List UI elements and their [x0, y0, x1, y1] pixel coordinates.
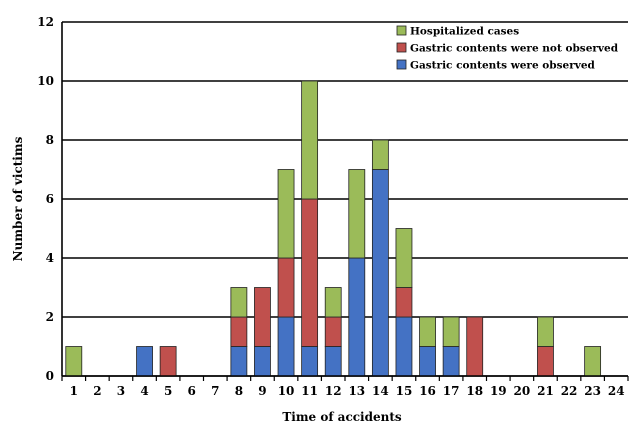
bar-segment — [324, 287, 342, 318]
x-tick-label: 3 — [117, 384, 125, 398]
x-tick-label: 1 — [70, 384, 78, 398]
bar-segment — [419, 316, 436, 347]
bar-segment — [348, 169, 366, 259]
bar-segment — [324, 346, 342, 377]
bar-segment — [301, 346, 319, 377]
bar-segment — [395, 228, 413, 288]
bar-segment — [254, 346, 271, 377]
bar-segment — [419, 346, 436, 377]
x-tick-label: 9 — [258, 384, 266, 398]
x-axis-label: Time of accidents — [282, 410, 402, 424]
legend-swatch — [396, 59, 407, 70]
bars — [65, 80, 602, 377]
x-tick-label: 10 — [278, 384, 295, 398]
bar-segment — [277, 169, 295, 259]
x-tick-label: 12 — [325, 384, 342, 398]
grid-lines — [62, 21, 628, 377]
legend-label: Gastric contents were not observed — [410, 43, 619, 55]
legend-swatch — [396, 25, 407, 36]
y-tick-label: 10 — [37, 74, 54, 88]
bar-segment — [537, 316, 554, 347]
bar-segment — [230, 346, 248, 377]
x-tick-label: 22 — [561, 384, 578, 398]
y-tick-label: 4 — [46, 251, 54, 265]
legend-label: Gastric contents were observed — [410, 60, 596, 72]
bar-segment — [442, 316, 460, 347]
legend-swatch — [396, 42, 407, 53]
legend: Hospitalized cases Gastric contents were … — [396, 25, 619, 72]
bar-segment — [371, 139, 389, 170]
x-tick-label: 17 — [443, 384, 460, 398]
x-tick-label: 21 — [537, 384, 554, 398]
bar-segment — [230, 316, 248, 347]
axes — [61, 22, 629, 381]
x-tick-label: 6 — [188, 384, 196, 398]
x-tick-label: 5 — [164, 384, 172, 398]
x-tick-label: 14 — [372, 384, 389, 398]
y-tick-label: 12 — [37, 15, 54, 29]
x-tick-labels: 1 2 3 4 5 6 7 8 9 10 11 12 13 14 15 16 17 18 19 20 21 22 23 24 — [70, 384, 625, 398]
x-tick-label: 18 — [466, 384, 483, 398]
y-tick-label: 2 — [46, 310, 54, 324]
x-tick-label: 13 — [348, 384, 365, 398]
bar-segment — [254, 287, 271, 347]
y-tick-labels: 0 2 4 6 8 10 12 — [37, 15, 54, 383]
y-tick-label: 0 — [46, 369, 54, 383]
bar-segment — [442, 346, 460, 377]
x-tick-label: 7 — [211, 384, 219, 398]
bar-segment — [136, 346, 153, 377]
y-tick-label: 8 — [46, 133, 54, 147]
x-tick-label: 11 — [301, 384, 318, 398]
x-tick-label: 8 — [235, 384, 243, 398]
bar-segment — [584, 346, 602, 377]
legend-label: Hospitalized cases — [410, 26, 519, 38]
x-tick-label: 24 — [608, 384, 625, 398]
x-tick-label: 23 — [584, 384, 601, 398]
bar-segment — [159, 346, 177, 377]
y-axis-label: Number of victims — [11, 136, 25, 261]
x-tick-label: 2 — [93, 384, 101, 398]
bar-segment — [230, 287, 248, 318]
x-tick-label: 4 — [140, 384, 148, 398]
bar-segment — [277, 316, 295, 377]
bar-segment — [371, 169, 389, 377]
bar-segment — [466, 316, 484, 377]
bar-segment — [348, 257, 366, 377]
bar-segment — [301, 80, 319, 200]
bar-segment — [301, 198, 319, 347]
bar-segment — [277, 257, 295, 318]
x-tick-label: 15 — [396, 384, 413, 398]
x-tick-label: 20 — [514, 384, 531, 398]
bar-segment — [65, 346, 83, 377]
bar-segment — [324, 316, 342, 347]
bar-segment — [395, 316, 413, 377]
y-tick-label: 6 — [46, 192, 54, 206]
x-tick-label: 19 — [490, 384, 507, 398]
bar-segment — [537, 346, 554, 377]
x-tick-label: 16 — [419, 384, 436, 398]
bar-segment — [395, 287, 413, 318]
